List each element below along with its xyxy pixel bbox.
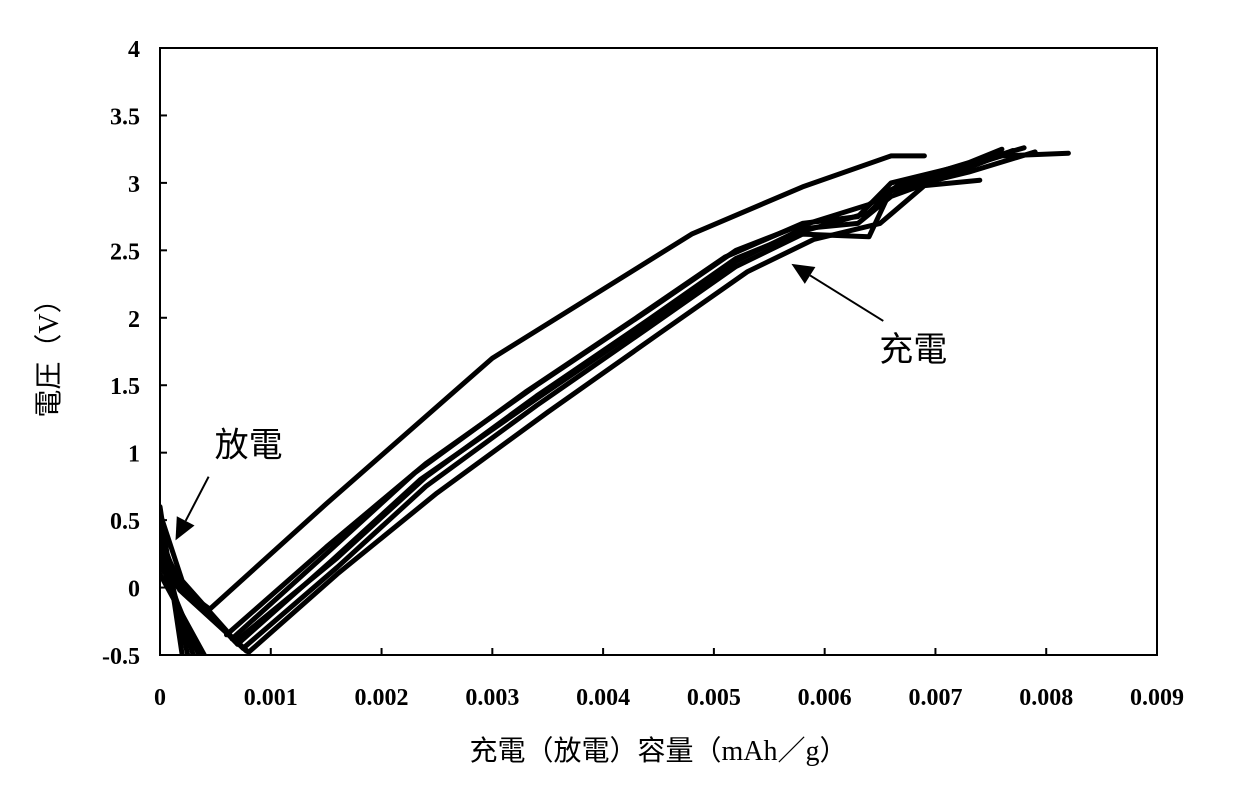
x-tick-label: 0.002 [355, 685, 409, 711]
annotation-label-1: 放電 [215, 427, 283, 465]
x-tick-label: 0.003 [465, 685, 519, 711]
series-line-4 [238, 151, 1014, 645]
y-tick-label: 1.5 [110, 374, 140, 400]
annotation-arrow-shaft [810, 275, 883, 321]
x-tick-label: 0.001 [244, 685, 298, 711]
annotation-label-2: 充電 [879, 331, 947, 369]
annotation-arrow-head [791, 264, 815, 284]
y-tick-label: 3.5 [110, 104, 140, 130]
x-tick-label: 0.004 [576, 685, 630, 711]
series-line-2 [243, 153, 1068, 648]
y-tick-label: 0 [128, 577, 140, 603]
series-line-7 [235, 152, 1035, 642]
series-lines [160, 148, 1068, 655]
annotation-arrow-shaft [186, 477, 209, 521]
y-tick-label: 0.5 [110, 509, 140, 535]
x-axis-title: 充電（放電）容量（mAh／g） [469, 735, 847, 767]
x-tick-label: 0.007 [908, 685, 962, 711]
y-tick-label: 2 [128, 307, 140, 333]
y-tick-label: 2.5 [110, 239, 140, 265]
y-tick-label: -0.5 [102, 644, 140, 670]
annotation-arrow-head [176, 516, 195, 540]
y-tick-label: 1 [128, 442, 140, 468]
x-tick-label: 0.005 [687, 685, 741, 711]
x-tick-label: 0.008 [1019, 685, 1073, 711]
series-line-5 [249, 180, 980, 652]
x-tick-label: 0.009 [1130, 685, 1184, 711]
x-tick-label: 0 [154, 685, 166, 711]
y-axis-title: 電圧（V） [33, 285, 65, 417]
x-tick-label: 0.006 [798, 685, 852, 711]
y-tick-label: 3 [128, 172, 140, 198]
y-tick-label: 4 [128, 37, 140, 63]
